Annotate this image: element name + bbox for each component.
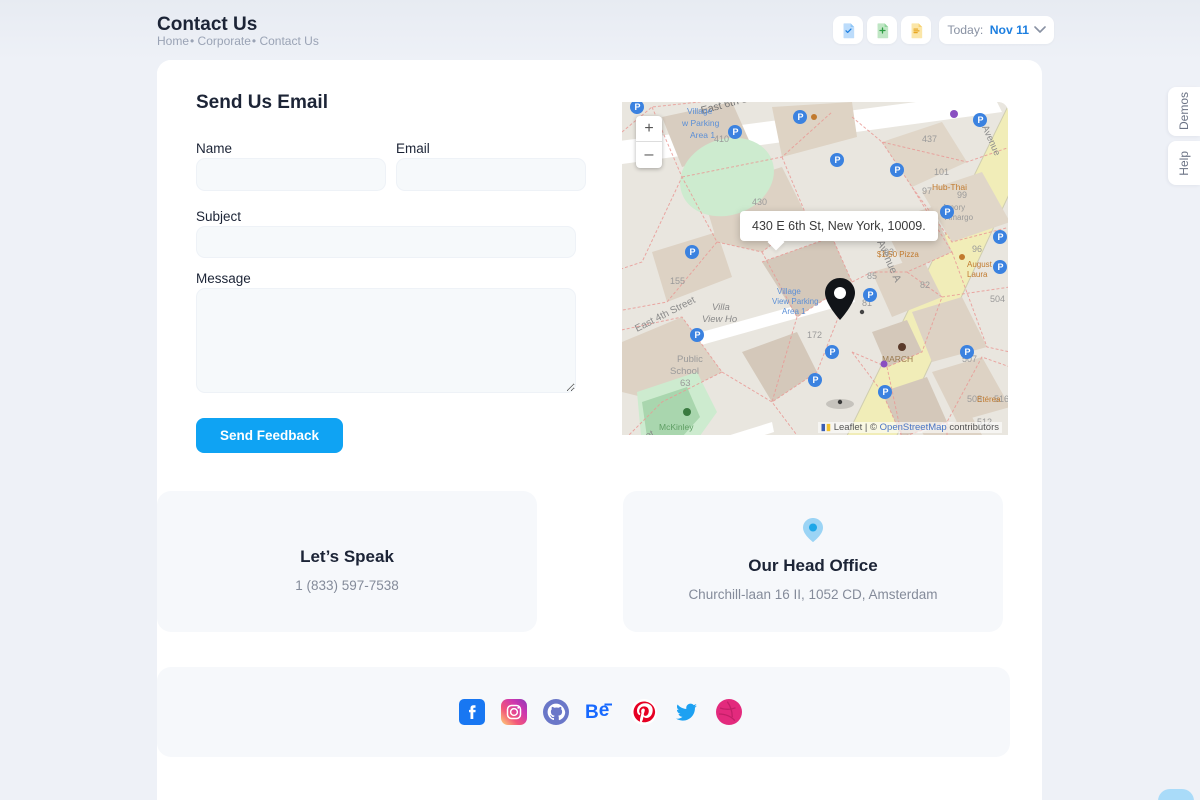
svg-text:Public: Public	[677, 354, 703, 365]
svg-text:P: P	[835, 155, 841, 165]
svg-text:63: 63	[680, 378, 691, 389]
svg-text:View Ho: View Ho	[702, 314, 737, 325]
svg-text:Area 1: Area 1	[782, 307, 806, 316]
svg-text:155: 155	[670, 276, 685, 286]
svg-text:504: 504	[990, 294, 1005, 304]
svg-text:Area 1: Area 1	[690, 130, 715, 140]
svg-text:P: P	[965, 347, 971, 357]
svg-text:437: 437	[922, 134, 937, 144]
svg-text:Playground: Playground	[654, 434, 697, 435]
svg-text:Hub-Thai: Hub-Thai	[932, 182, 967, 192]
svg-text:P: P	[690, 247, 696, 257]
svg-text:85: 85	[867, 271, 877, 281]
svg-text:430: 430	[752, 197, 767, 207]
svg-text:P: P	[635, 102, 641, 112]
svg-text:August: August	[967, 260, 993, 269]
svg-text:Village: Village	[687, 106, 713, 116]
svg-text:P: P	[798, 112, 804, 122]
svg-text:P: P	[978, 115, 984, 125]
svg-text:101: 101	[934, 167, 949, 177]
svg-text:97: 97	[922, 186, 932, 196]
svg-text:P: P	[813, 375, 819, 385]
svg-text:P: P	[998, 232, 1004, 242]
svg-text:P: P	[945, 207, 951, 217]
svg-text:82: 82	[920, 280, 930, 290]
svg-text:P: P	[695, 330, 701, 340]
svg-text:P: P	[868, 290, 874, 300]
svg-text:Villa: Villa	[712, 302, 730, 313]
svg-text:P: P	[883, 387, 889, 397]
svg-text:P: P	[733, 127, 739, 137]
svg-text:Village: Village	[777, 287, 801, 296]
svg-text:w Parking: w Parking	[681, 118, 720, 128]
svg-text:View Parking: View Parking	[772, 297, 819, 306]
svg-text:P: P	[830, 347, 836, 357]
svg-text:$1.50 Pizza: $1.50 Pizza	[877, 250, 919, 259]
svg-text:School: School	[670, 366, 699, 377]
svg-text:172: 172	[807, 330, 822, 340]
svg-text:Etérea: Etérea	[977, 395, 1001, 404]
svg-text:Kids Dental: Kids Dental	[807, 434, 851, 435]
svg-text:P: P	[895, 165, 901, 175]
svg-text:P: P	[998, 262, 1004, 272]
svg-text:Laura: Laura	[967, 270, 988, 279]
svg-text:410: 410	[714, 134, 729, 144]
svg-text:96: 96	[972, 244, 982, 254]
svg-text:McKinley: McKinley	[659, 422, 694, 432]
